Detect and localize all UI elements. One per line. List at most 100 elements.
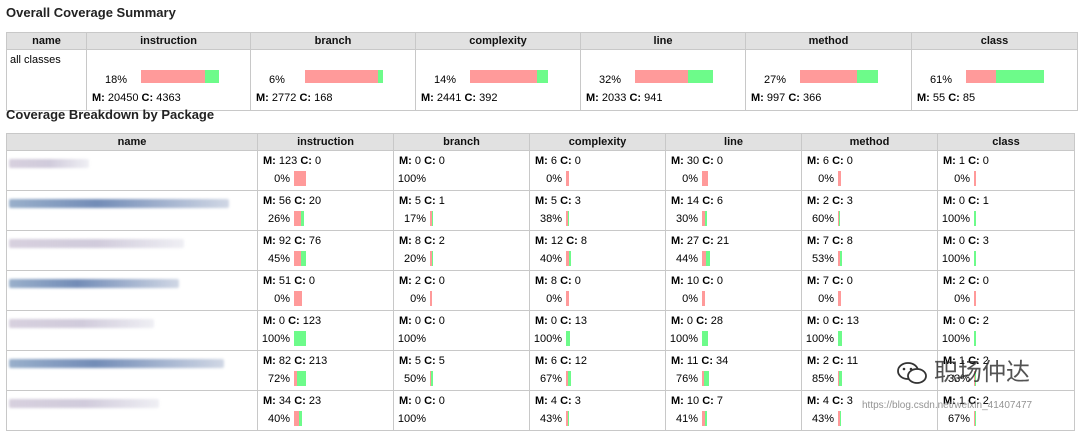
covered-label: C: [299, 92, 312, 104]
missed-segment [566, 251, 569, 266]
package-cell-complexity: M: 12 C: 8 40% [529, 230, 666, 271]
missed-label: M: [263, 195, 276, 207]
package-name-cell[interactable] [6, 390, 258, 431]
covered-value: 1 [982, 195, 989, 207]
coverage-bar [702, 251, 710, 266]
covered-value: 5 [438, 355, 445, 367]
redacted-package-name[interactable] [9, 279, 179, 288]
missed-value: 27 [686, 235, 700, 247]
coverage-bar [838, 211, 840, 226]
package-name-cell[interactable] [6, 150, 258, 191]
package-name-cell[interactable] [6, 350, 258, 391]
coverage-percent: 100% [397, 413, 426, 425]
missed-covered-counts: M: 0 C: 3 [943, 235, 989, 247]
redacted-package-name[interactable] [9, 239, 184, 248]
coverage-percent: 100% [261, 333, 290, 345]
summary-header-name: name [6, 32, 87, 50]
covered-label: C: [294, 395, 306, 407]
missed-value: 2 [822, 355, 830, 367]
missed-segment [305, 70, 378, 83]
table-row: M: 92 C: 76 45% M: 8 C: 2 20% M: 12 C: 8 40% M… [6, 230, 1075, 271]
covered-value: 0 [574, 275, 581, 287]
missed-label: M: [943, 155, 956, 167]
redacted-package-name[interactable] [9, 399, 159, 408]
coverage-bar [430, 291, 432, 306]
missed-value: 34 [278, 395, 292, 407]
coverage-percent: 40% [539, 253, 562, 265]
missed-segment [430, 371, 431, 386]
missed-label: M: [92, 92, 105, 104]
covered-label: C: [832, 275, 844, 287]
summary-coverage-bar [305, 70, 383, 83]
package-cell-class: M: 1 C: 0 0% [937, 150, 1075, 191]
missed-value: 10 [686, 395, 700, 407]
missed-label: M: [535, 395, 548, 407]
coverage-bar [702, 171, 708, 186]
missed-label: M: [943, 395, 956, 407]
table-row: M: 123 C: 0 0% M: 0 C: 0 100% M: 6 C: 0 0% M: … [6, 150, 1075, 191]
watermark-url: https://blog.csdn.net/weixin_41407477 [862, 400, 1033, 411]
covered-value: 941 [644, 92, 663, 104]
missed-covered-counts: M: 2 C: 0 [943, 275, 989, 287]
missed-label: M: [421, 92, 434, 104]
missed-covered-counts: M: 7 C: 8 [807, 235, 853, 247]
missed-label: M: [807, 395, 820, 407]
missed-segment [838, 171, 841, 186]
covered-label: C: [968, 155, 980, 167]
missed-segment [294, 251, 301, 266]
covered-segment [568, 371, 571, 386]
missed-label: M: [671, 315, 684, 327]
package-name-cell[interactable] [6, 230, 258, 271]
missed-label: M: [807, 315, 820, 327]
covered-segment [431, 371, 433, 386]
coverage-bar [566, 211, 569, 226]
covered-segment [378, 70, 383, 83]
coverage-percent: 72% [267, 373, 290, 385]
coverage-bar [838, 251, 842, 266]
summary-name-cell: all classes [6, 49, 87, 111]
covered-label: C: [424, 235, 436, 247]
covered-segment [974, 331, 976, 346]
package-header-class: class [937, 133, 1075, 151]
missed-label: M: [256, 92, 269, 104]
summary-counts: M: 55 C: 85 [917, 92, 975, 104]
summary-coverage-bar [470, 70, 548, 83]
package-cell-line: M: 0 C: 28 100% [665, 310, 802, 351]
package-cell-complexity: M: 6 C: 12 67% [529, 350, 666, 391]
package-cell-instruction: M: 82 C: 213 72% [257, 350, 394, 391]
package-cell-method: M: 0 C: 13 100% [801, 310, 938, 351]
package-header-instruction: instruction [257, 133, 394, 151]
summary-cell-instruction: 18% M: 20450 C: 4363 [86, 49, 251, 111]
missed-value: 123 [278, 155, 298, 167]
coverage-percent: 17% [403, 213, 426, 225]
redacted-package-name[interactable] [9, 199, 229, 208]
redacted-package-name[interactable] [9, 319, 154, 328]
coverage-percent: 43% [811, 413, 834, 425]
covered-segment [205, 70, 219, 83]
missed-covered-counts: M: 92 C: 76 [263, 235, 321, 247]
missed-label: M: [399, 355, 412, 367]
redacted-package-name[interactable] [9, 159, 89, 168]
covered-label: C: [696, 315, 708, 327]
package-name-cell[interactable] [6, 310, 258, 351]
redacted-package-name[interactable] [9, 359, 224, 368]
covered-value: 0 [438, 155, 445, 167]
covered-label: C: [832, 395, 844, 407]
summary-cell-class: 61% M: 55 C: 85 [911, 49, 1078, 111]
covered-label: C: [560, 395, 572, 407]
coverage-percent: 60% [811, 213, 834, 225]
covered-segment [975, 371, 976, 386]
missed-value: 2 [414, 275, 422, 287]
covered-value: 168 [314, 92, 333, 104]
package-name-cell[interactable] [6, 190, 258, 231]
missed-segment [974, 171, 976, 186]
coverage-bar [430, 211, 433, 226]
covered-label: C: [294, 195, 306, 207]
missed-covered-counts: M: 6 C: 0 [535, 155, 581, 167]
package-name-cell[interactable] [6, 270, 258, 311]
covered-value: 28 [710, 315, 723, 327]
covered-segment [840, 251, 842, 266]
coverage-bar [294, 211, 304, 226]
coverage-bar [566, 371, 571, 386]
coverage-bar [566, 331, 570, 346]
